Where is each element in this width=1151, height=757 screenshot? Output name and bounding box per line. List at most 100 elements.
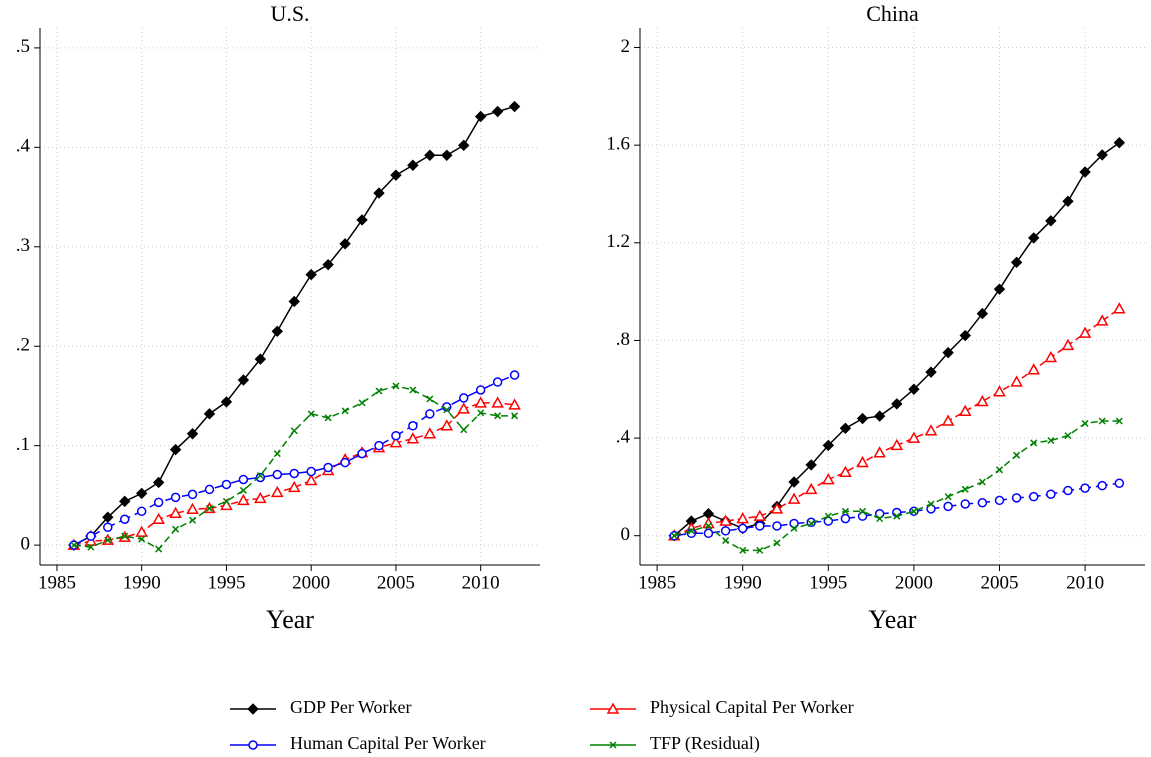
marker-x — [824, 512, 832, 520]
marker-circle — [119, 514, 130, 525]
marker-triangle — [1010, 375, 1023, 387]
marker-x — [876, 515, 884, 523]
marker-x — [687, 527, 695, 535]
marker-diamond — [788, 476, 800, 488]
marker-x — [443, 406, 451, 414]
x-axis-label: Year — [266, 605, 314, 634]
marker-x — [944, 493, 952, 501]
marker-x — [961, 485, 969, 493]
marker-triangle — [491, 396, 504, 408]
marker-circle — [103, 522, 113, 532]
marker-x — [121, 532, 129, 540]
marker-x — [189, 516, 197, 524]
marker-diamond — [390, 169, 402, 181]
marker-triangle — [822, 473, 835, 485]
legend-label: Physical Capital Per Worker — [650, 697, 854, 717]
marker-x — [460, 426, 468, 434]
marker-circle — [977, 498, 988, 508]
marker-circle — [1063, 485, 1073, 496]
marker-triangle — [423, 427, 437, 439]
marker-triangle — [839, 465, 852, 477]
marker-diamond — [441, 149, 453, 161]
marker-x — [87, 543, 95, 551]
marker-triangle — [753, 509, 767, 521]
series-line — [673, 308, 1120, 537]
marker-triangle — [135, 525, 148, 537]
marker-circle — [1046, 489, 1056, 499]
marker-circle — [772, 521, 782, 531]
marker-x — [426, 395, 434, 403]
y-tick-label: .4 — [616, 426, 631, 447]
marker-circle — [204, 484, 215, 495]
marker-x — [307, 410, 315, 418]
x-tick-label: 2010 — [462, 572, 500, 593]
marker-circle — [272, 469, 283, 480]
marker-diamond — [891, 398, 903, 410]
marker-diamond — [976, 307, 989, 320]
marker-x — [893, 512, 901, 520]
marker-x — [790, 524, 798, 532]
marker-circle — [737, 523, 748, 534]
marker-x — [70, 541, 78, 549]
series-line — [73, 105, 515, 546]
x-tick-label: 2010 — [1066, 572, 1104, 593]
marker-diamond — [1028, 232, 1040, 244]
marker-x — [859, 507, 867, 515]
marker-triangle — [254, 491, 267, 504]
marker-x — [392, 382, 400, 390]
marker-circle — [289, 468, 299, 479]
y-tick-label: 0 — [621, 524, 631, 545]
marker-triangle — [907, 431, 921, 443]
marker-x — [104, 536, 112, 544]
marker-triangle — [271, 485, 284, 498]
marker-circle — [357, 448, 367, 459]
y-tick-label: .5 — [16, 36, 30, 57]
marker-circle — [943, 501, 953, 512]
marker-circle — [509, 370, 520, 380]
marker-diamond — [254, 353, 267, 365]
y-tick-label: .1 — [16, 434, 30, 455]
marker-triangle — [770, 502, 784, 514]
marker-triangle — [1078, 326, 1092, 338]
x-tick-label: 2005 — [377, 572, 415, 593]
marker-x — [155, 545, 163, 553]
marker-diamond — [908, 383, 920, 395]
marker-diamond — [1010, 256, 1023, 269]
marker-circle — [238, 474, 249, 485]
marker-circle — [374, 440, 384, 451]
marker-diamond — [169, 443, 182, 456]
x-tick-label: 1985 — [638, 572, 676, 593]
marker-x — [256, 471, 264, 480]
marker-circle — [1080, 483, 1090, 493]
chart-title: U.S. — [270, 1, 309, 26]
marker-circle — [720, 526, 731, 536]
series-line — [73, 402, 515, 546]
y-tick-label: .3 — [16, 235, 30, 256]
marker-diamond — [508, 100, 521, 113]
marker-triangle — [152, 512, 165, 525]
marker-circle — [994, 495, 1005, 506]
marker-x — [172, 525, 180, 533]
marker-triangle — [508, 398, 521, 410]
marker-diamond — [322, 258, 334, 271]
marker-x — [138, 535, 146, 543]
marker-diamond — [271, 325, 283, 338]
marker-x — [739, 546, 747, 554]
marker-x — [511, 412, 519, 420]
marker-x — [910, 507, 918, 515]
marker-triangle — [237, 493, 250, 506]
marker-x — [1081, 419, 1089, 427]
y-tick-label: .8 — [616, 329, 630, 350]
x-tick-label: 2000 — [895, 572, 933, 593]
marker-diamond — [474, 110, 487, 123]
marker-triangle — [719, 514, 732, 526]
marker-x — [773, 539, 781, 547]
marker-x — [1098, 417, 1106, 425]
marker-triangle — [406, 432, 420, 444]
marker-triangle — [606, 702, 620, 714]
marker-circle — [86, 531, 96, 541]
marker-x — [841, 507, 849, 515]
marker-circle — [153, 497, 164, 508]
marker-triangle — [924, 424, 938, 436]
marker-circle — [755, 521, 765, 531]
